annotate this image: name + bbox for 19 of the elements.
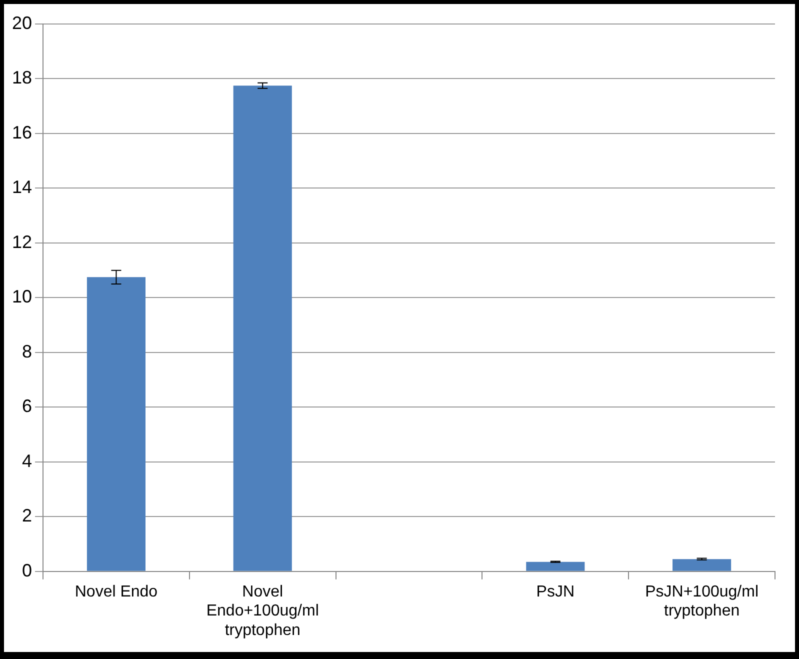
y-tick-label: 20 — [12, 12, 32, 33]
y-tick-label: 0 — [22, 560, 32, 580]
y-tick-label: 10 — [12, 286, 32, 307]
y-tick-label: 2 — [22, 506, 32, 526]
y-tick-label: 6 — [22, 396, 32, 416]
y-tick-label: 14 — [12, 177, 32, 198]
y-tick-label: 16 — [12, 122, 32, 142]
bar — [526, 562, 585, 571]
y-tick-label: 8 — [22, 341, 32, 362]
y-tick-label: 4 — [22, 450, 32, 471]
y-tick-label: 12 — [12, 232, 32, 252]
x-tick-label: Novel Endo+100ug/ml tryptophen — [206, 583, 319, 639]
bar — [86, 277, 146, 571]
x-tick-label: PsJN+100ug/ml tryptophen — [645, 583, 758, 620]
bar — [672, 559, 732, 571]
bar — [233, 86, 292, 571]
x-tick-label: Novel Endo — [74, 583, 158, 600]
x-tick-label: PsJN — [536, 583, 575, 600]
y-tick-label: 18 — [12, 68, 32, 88]
